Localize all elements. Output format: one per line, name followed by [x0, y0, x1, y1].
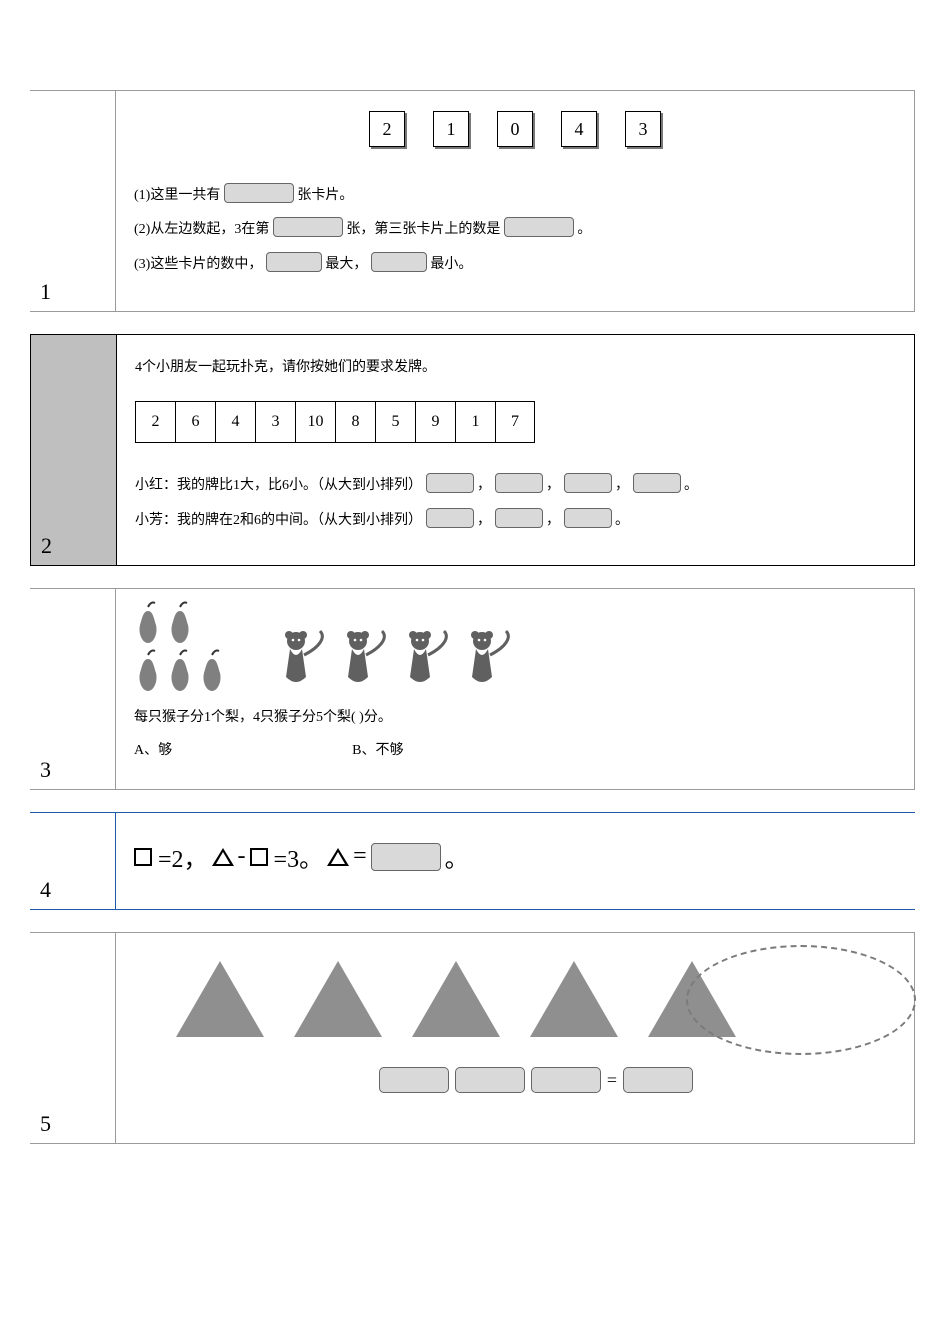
problem-number: 5 — [40, 1111, 51, 1137]
q1-text: 张卡片。 — [297, 188, 353, 203]
triangle-symbol — [327, 848, 349, 866]
answer-blank[interactable] — [224, 183, 294, 203]
answer-blank[interactable] — [379, 1067, 449, 1093]
comma: ， — [546, 513, 560, 528]
square-symbol — [250, 848, 268, 866]
eq-text: = — [353, 843, 367, 870]
answer-blank[interactable] — [426, 473, 474, 493]
triangle-icon — [176, 961, 264, 1037]
triangle-icon — [530, 961, 618, 1037]
comma: ， — [477, 478, 491, 493]
q3-text: 最小。 — [430, 257, 472, 272]
card: 2 — [369, 111, 405, 147]
pear-icon — [134, 601, 162, 645]
triangle-symbol — [212, 848, 234, 866]
period: 。 — [615, 513, 629, 528]
answer-blank[interactable] — [531, 1067, 601, 1093]
comma: ， — [615, 478, 629, 493]
deck-cell: 4 — [215, 401, 255, 443]
card: 4 — [561, 111, 597, 147]
problem-number: 4 — [40, 877, 51, 903]
question-text: 每只猴子分1个梨，4只猴子分5个梨( )分。 — [134, 707, 896, 729]
problem-number: 3 — [40, 757, 51, 783]
triangle-icon — [294, 961, 382, 1037]
problem-number: 1 — [40, 279, 51, 305]
triangle-icon — [412, 961, 500, 1037]
deck-cell: 5 — [375, 401, 415, 443]
monkey-icon — [338, 627, 398, 693]
option-a[interactable]: A、够 — [134, 739, 172, 759]
pear-icon — [198, 649, 226, 693]
problem-number: 2 — [41, 533, 52, 559]
answer-blank[interactable] — [455, 1067, 525, 1093]
answer-blank[interactable] — [633, 473, 681, 493]
q3-text: (3)这些卡片的数中， — [134, 257, 262, 272]
equals-sign: = — [607, 1070, 617, 1091]
pear-icon — [166, 601, 194, 645]
pear-icon — [166, 649, 194, 693]
deck-cell: 8 — [335, 401, 375, 443]
answer-blank[interactable] — [273, 217, 343, 237]
card: 3 — [625, 111, 661, 147]
problem-2: 2 4个小朋友一起玩扑克，请你按她们的要求发牌。 2 6 4 3 10 8 5 … — [30, 334, 915, 566]
problem-5: 5 = — [30, 932, 915, 1144]
problem-1: 1 2 1 0 4 3 (1)这里一共有 张卡片。 (2)从左边数起，3在第 张… — [30, 90, 915, 312]
option-b[interactable]: B、不够 — [352, 739, 403, 759]
intro-text: 4个小朋友一起玩扑克，请你按她们的要求发牌。 — [135, 357, 896, 379]
eq-text: =3。 — [274, 839, 324, 874]
xiaofang-text: 小芳：我的牌在2和6的中间。（从大到小排列） — [135, 513, 422, 528]
answer-blank[interactable] — [504, 217, 574, 237]
triangle-row — [176, 961, 896, 1037]
q3-text: 最大， — [325, 257, 367, 272]
answer-blank[interactable] — [623, 1067, 693, 1093]
deck-cell: 7 — [495, 401, 535, 443]
answer-blank[interactable] — [266, 252, 322, 272]
comma: ， — [477, 513, 491, 528]
xiaohong-text: 小红：我的牌比1大，比6小。（从大到小排列） — [135, 478, 422, 493]
q1-text: (1)这里一共有 — [134, 188, 220, 203]
equation: =2， - =3。 = 。 — [134, 839, 897, 874]
q2-text: 张，第三张卡片上的数是 — [346, 222, 500, 237]
pears-group — [134, 601, 226, 693]
deck-cell: 9 — [415, 401, 455, 443]
monkey-icon — [400, 627, 460, 693]
pear-icon — [134, 649, 162, 693]
deck-cell: 3 — [255, 401, 295, 443]
card: 1 — [433, 111, 469, 147]
card: 0 — [497, 111, 533, 147]
answer-blank[interactable] — [564, 473, 612, 493]
answer-blank[interactable] — [371, 252, 427, 272]
deck-cell: 6 — [175, 401, 215, 443]
deck-cell: 10 — [295, 401, 335, 443]
square-symbol — [134, 848, 152, 866]
q2-text: (2)从左边数起，3在第 — [134, 222, 269, 237]
deck-cell: 2 — [135, 401, 175, 443]
period: 。 — [684, 478, 698, 493]
problem-3: 3 — [30, 588, 915, 790]
comma: ， — [546, 478, 560, 493]
answer-blank[interactable] — [564, 508, 612, 528]
card-deck: 2 6 4 3 10 8 5 9 1 7 — [135, 401, 896, 443]
equation-boxes: = — [176, 1067, 896, 1093]
eq-text: - — [238, 843, 246, 870]
monkey-icon — [462, 627, 522, 693]
eq-text: =2， — [158, 839, 208, 874]
answer-blank[interactable] — [426, 508, 474, 528]
answer-blank[interactable] — [371, 843, 441, 871]
q2-text: 。 — [577, 222, 591, 237]
deck-cell: 1 — [455, 401, 495, 443]
answer-blank[interactable] — [495, 508, 543, 528]
monkey-icon — [276, 627, 336, 693]
problem-4: 4 =2， - =3。 = 。 — [30, 812, 915, 910]
monkeys-group — [276, 627, 522, 693]
answer-blank[interactable] — [495, 473, 543, 493]
eq-text: 。 — [445, 839, 469, 874]
number-cards: 2 1 0 4 3 — [134, 111, 896, 147]
dashed-circle — [686, 945, 916, 1055]
